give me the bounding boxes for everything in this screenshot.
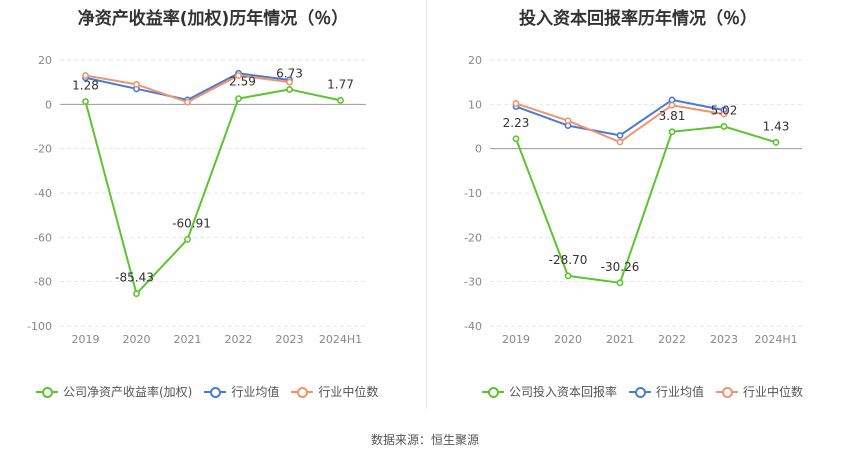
data-label: 1.28: [72, 78, 99, 92]
x-tick-label: 2023: [276, 333, 304, 346]
data-label: 3.81: [659, 109, 686, 123]
y-tick-label: -40: [34, 187, 52, 200]
x-tick-label: 2024H1: [319, 333, 362, 346]
legend-label: 行业中位数: [318, 385, 379, 399]
data-label: -60.91: [172, 216, 211, 230]
x-tick-label: 2020: [554, 333, 582, 346]
y-tick-label: -60: [34, 231, 52, 244]
data-point: [668, 101, 676, 109]
data-point: [564, 117, 572, 125]
x-tick-label: 2019: [72, 333, 100, 346]
data-point: [286, 78, 293, 86]
data-label: 2.59: [229, 75, 256, 89]
data-label: -85.43: [115, 271, 154, 285]
legend-item-industry-avg[interactable]: 行业均值: [204, 383, 279, 400]
x-tick-label: 2019: [502, 333, 530, 346]
legend-swatch-avg: [629, 386, 652, 398]
y-tick-label: 20: [468, 54, 482, 67]
x-tick-label: 2024H1: [754, 333, 797, 346]
legend-swatch-company: [36, 386, 58, 398]
panel-divider: [426, 0, 427, 410]
y-tick-label: 0: [45, 98, 52, 111]
data-point: [720, 123, 728, 130]
series-line: [515, 125, 777, 284]
y-tick-label: -20: [464, 231, 482, 244]
data-point: [772, 138, 780, 146]
data-label: 6.73: [276, 66, 303, 80]
data-point: [133, 290, 140, 298]
data-point: [616, 138, 624, 146]
chart-title-roic: 投入资本回报率历年情况（％）: [519, 9, 757, 29]
y-tick-label: -80: [34, 276, 52, 289]
legend-label: 行业中位数: [743, 385, 804, 399]
data-label: -30.26: [601, 260, 640, 274]
legend-label: 公司投入资本回报率: [509, 385, 618, 399]
data-point: [133, 80, 140, 88]
legend-item-company-roic[interactable]: 公司投入资本回报率: [482, 383, 617, 400]
data-point: [286, 86, 293, 93]
legend-item-industry-median[interactable]: 行业中位数: [716, 383, 803, 400]
data-point: [616, 131, 624, 139]
data-point: [82, 72, 89, 79]
data-point: [337, 97, 344, 104]
data-label: -28.70: [549, 253, 588, 267]
data-label: 1.77: [327, 77, 354, 91]
data-point: [184, 98, 191, 106]
x-tick-label: 2020: [123, 333, 151, 346]
data-point: [512, 100, 520, 107]
legend-swatch-company: [482, 386, 504, 398]
x-tick-label: 2021: [174, 333, 202, 346]
series-line: [84, 88, 341, 295]
legend-roic: 公司投入资本回报率 行业均值 行业中位数: [482, 383, 815, 400]
x-tick-label: 2023: [710, 333, 738, 346]
x-tick-label: 2022: [658, 333, 686, 346]
legend-label: 行业均值: [656, 385, 705, 399]
data-point: [235, 72, 242, 79]
data-point: [720, 110, 728, 118]
y-tick-label: -20: [34, 143, 52, 156]
legend-swatch-avg: [204, 386, 227, 398]
legend-swatch-median: [716, 386, 739, 398]
legend-item-industry-median[interactable]: 行业中位数: [291, 383, 378, 400]
chart-title-roe: 净资产收益率(加权)历年情况（％）: [77, 9, 349, 29]
x-tick-label: 2022: [225, 333, 253, 346]
data-source-note: 数据来源：恒生聚源: [370, 433, 479, 447]
data-label: 2.23: [503, 116, 530, 130]
legend-swatch-median: [291, 386, 314, 398]
y-tick-label: 0: [475, 143, 482, 156]
y-tick-label: 20: [38, 54, 52, 67]
y-tick-label: -40: [464, 320, 482, 333]
y-tick-label: -10: [464, 187, 482, 200]
y-tick-label: -100: [27, 320, 52, 333]
legend-roe: 公司净资产收益率(加权) 行业均值 行业中位数: [36, 383, 390, 400]
data-label: 5.02: [711, 103, 738, 117]
y-tick-label: 10: [468, 98, 482, 111]
data-point: [512, 135, 520, 143]
data-point: [564, 272, 572, 280]
legend-label: 行业均值: [231, 385, 280, 399]
y-tick-label: -30: [464, 276, 482, 289]
data-point: [82, 98, 89, 105]
legend-label: 公司净资产收益率(加权): [63, 385, 193, 399]
data-point: [235, 95, 242, 102]
data-label: 1.43: [763, 119, 790, 133]
data-point: [668, 128, 676, 136]
data-point: [668, 96, 676, 104]
legend-item-industry-avg[interactable]: 行业均值: [629, 383, 704, 400]
x-tick-label: 2021: [606, 333, 634, 346]
data-point: [616, 279, 624, 287]
data-point: [184, 235, 191, 243]
legend-item-company-roe[interactable]: 公司净资产收益率(加权): [36, 383, 192, 400]
